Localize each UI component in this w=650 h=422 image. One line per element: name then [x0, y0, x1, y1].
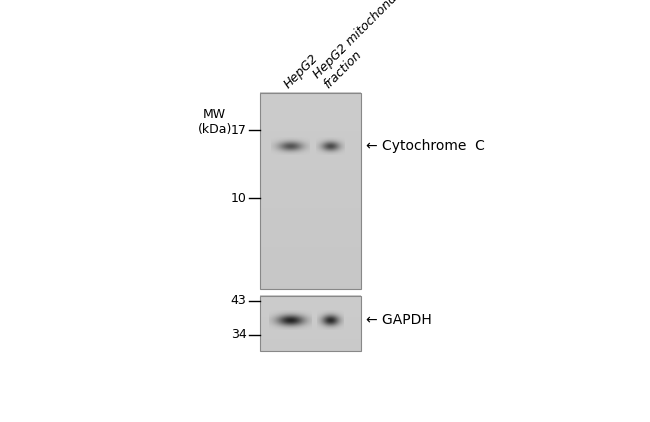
Text: ← Cytochrome  C: ← Cytochrome C — [366, 140, 485, 154]
Text: 10: 10 — [231, 192, 246, 205]
Text: 34: 34 — [231, 328, 246, 341]
Text: 17: 17 — [231, 124, 246, 137]
Text: ← GAPDH: ← GAPDH — [366, 314, 432, 327]
Bar — [260, 93, 361, 289]
Text: MW
(kDa): MW (kDa) — [198, 108, 232, 135]
Text: HepG2: HepG2 — [281, 52, 320, 91]
Text: 43: 43 — [231, 294, 246, 307]
Bar — [260, 296, 361, 351]
Text: HepG2 mitochondria
fraction: HepG2 mitochondria fraction — [311, 0, 422, 91]
